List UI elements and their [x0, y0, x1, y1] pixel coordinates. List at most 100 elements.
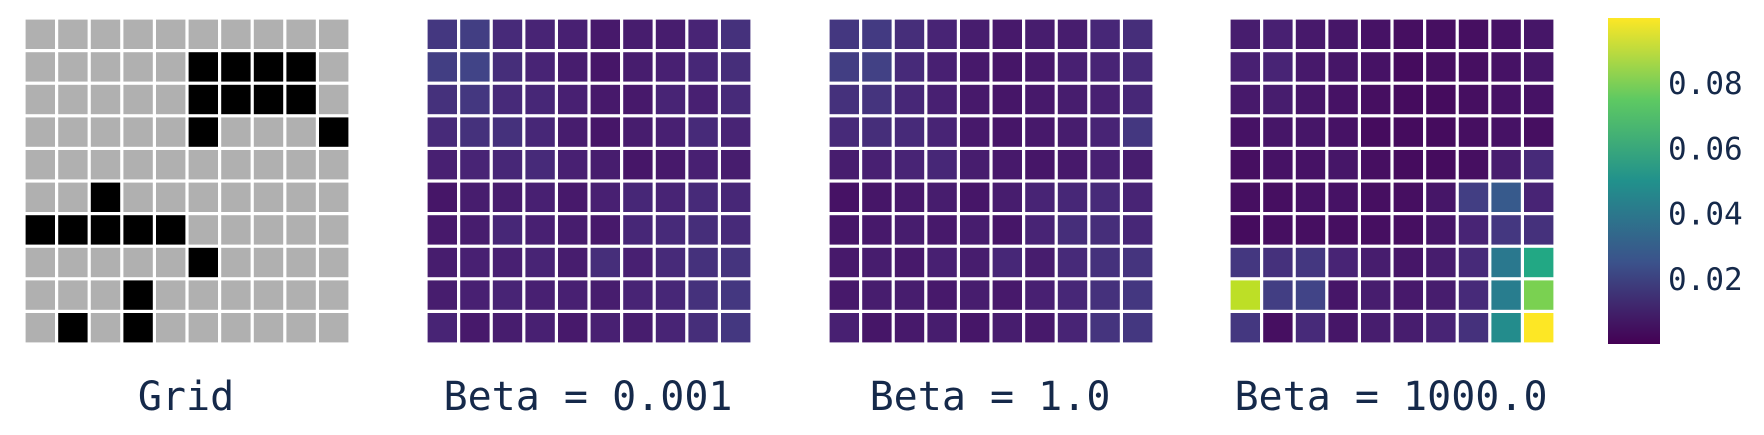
cell-r0-c3: [1328, 19, 1358, 49]
cell-r5-c2: [492, 182, 523, 212]
cell-r1-c0: [427, 52, 457, 82]
cell-r1-c8: [1491, 52, 1521, 82]
cell-r0-c2: [492, 19, 523, 49]
cell-r9-c3: [525, 313, 555, 343]
cell-r7-c1: [460, 247, 490, 278]
cell-r3-c3: [525, 117, 555, 147]
cell-r7-c8: [1491, 247, 1521, 278]
cell-r1-c4: [1361, 52, 1391, 82]
grid-title: Grid: [137, 374, 235, 420]
cell-r9-c5: [992, 313, 1022, 343]
cell-r9-c6: [1025, 313, 1055, 343]
colorbar-tick-label: 0.04: [1668, 197, 1743, 233]
cell-r2-c0: [25, 84, 55, 115]
cell-r0-c3: [927, 19, 957, 49]
cell-r1-c7: [1458, 52, 1489, 82]
cell-r7-c7: [253, 247, 284, 278]
cell-r3-c7: [253, 117, 284, 147]
cell-r3-c0: [829, 117, 859, 147]
cell-r4-c2: [1295, 150, 1326, 180]
cell-r7-c2: [894, 247, 925, 278]
cell-r4-c6: [221, 150, 251, 180]
cell-r8-c7: [1057, 280, 1088, 310]
cell-r0-c1: [862, 19, 892, 49]
cell-r9-c9: [319, 313, 349, 343]
cell-r7-c1: [58, 247, 88, 278]
beta-1000.0-heatmap: [1230, 19, 1554, 343]
cell-r9-c1: [862, 313, 892, 343]
cell-r3-c2: [894, 117, 925, 147]
colorbar-tick-label: 0.06: [1668, 131, 1743, 167]
cell-r0-c4: [558, 19, 588, 49]
cell-r9-c1: [460, 313, 490, 343]
cell-r4-c0: [1230, 150, 1260, 180]
cell-r3-c4: [1361, 117, 1391, 147]
cell-r8-c2: [894, 280, 925, 310]
cell-r5-c8: [688, 182, 718, 212]
cell-r0-c8: [1491, 19, 1521, 49]
cell-r0-c8: [286, 19, 316, 49]
cell-r2-c6: [623, 84, 653, 115]
cell-r8-c1: [1263, 280, 1293, 310]
cell-r7-c5: [188, 247, 218, 278]
cell-r0-c9: [1524, 19, 1554, 49]
beta-0.001-title: Beta = 0.001: [443, 374, 733, 420]
cell-r5-c1: [58, 182, 88, 212]
cell-r0-c6: [1025, 19, 1055, 49]
cell-r3-c2: [90, 117, 121, 147]
cell-r4-c1: [862, 150, 892, 180]
cell-r6-c3: [525, 215, 555, 245]
cell-r2-c8: [688, 84, 718, 115]
cell-r4-c4: [156, 150, 186, 180]
colorbar: [1608, 18, 1660, 344]
cell-r8-c2: [90, 280, 121, 310]
cell-r1-c3: [525, 52, 555, 82]
cell-r7-c0: [829, 247, 859, 278]
cell-r7-c8: [286, 247, 316, 278]
cell-r5-c8: [1090, 182, 1120, 212]
cell-r7-c8: [688, 247, 718, 278]
cell-r8-c7: [655, 280, 686, 310]
cell-r0-c7: [253, 19, 284, 49]
cell-r8-c2: [492, 280, 523, 310]
cell-r5-c4: [558, 182, 588, 212]
cell-r8-c1: [58, 280, 88, 310]
cell-r6-c8: [688, 215, 718, 245]
cell-r2-c1: [460, 84, 490, 115]
cell-r0-c6: [623, 19, 653, 49]
cell-r0-c2: [1295, 19, 1326, 49]
cell-r6-c1: [460, 215, 490, 245]
cell-r0-c3: [525, 19, 555, 49]
cell-r1-c8: [1090, 52, 1120, 82]
cell-r1-c5: [992, 52, 1022, 82]
cell-r5-c5: [992, 182, 1022, 212]
cell-r4-c0: [25, 150, 55, 180]
cell-r1-c1: [460, 52, 490, 82]
cell-r4-c3: [927, 150, 957, 180]
cell-r7-c9: [721, 247, 751, 278]
cell-r2-c8: [286, 84, 316, 115]
cell-r2-c0: [829, 84, 859, 115]
cell-r8-c9: [721, 280, 751, 310]
cell-r1-c2: [90, 52, 121, 82]
cell-r4-c6: [623, 150, 653, 180]
cell-r4-c9: [721, 150, 751, 180]
cell-r8-c5: [590, 280, 620, 310]
cell-r1-c7: [1057, 52, 1088, 82]
cell-r6-c8: [1491, 215, 1521, 245]
cell-r7-c9: [319, 247, 349, 278]
cell-r3-c5: [590, 117, 620, 147]
cell-r9-c2: [894, 313, 925, 343]
cell-r2-c3: [927, 84, 957, 115]
cell-r5-c2: [894, 182, 925, 212]
cell-r4-c8: [1491, 150, 1521, 180]
cell-r1-c0: [25, 52, 55, 82]
cell-r0-c9: [1123, 19, 1153, 49]
cell-r5-c8: [286, 182, 316, 212]
cell-r4-c2: [90, 150, 121, 180]
cell-r5-c7: [655, 182, 686, 212]
cell-r6-c8: [1090, 215, 1120, 245]
cell-r7-c4: [960, 247, 990, 278]
cell-r4-c3: [123, 150, 153, 180]
